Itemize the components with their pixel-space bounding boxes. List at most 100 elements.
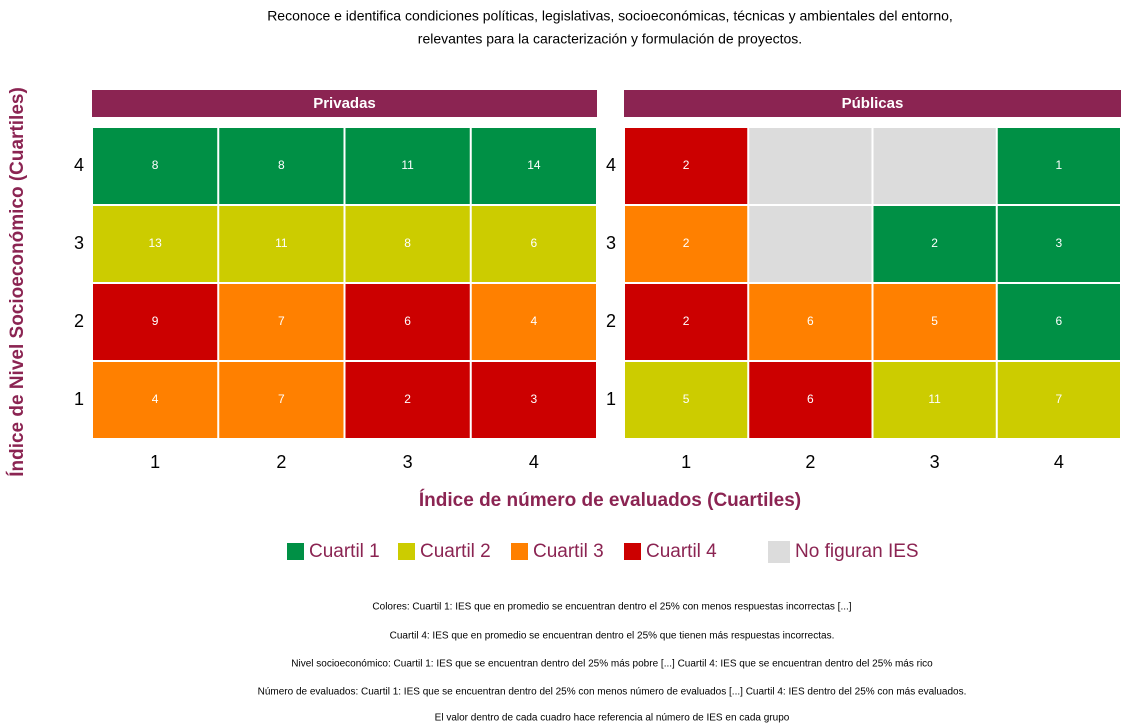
facet-label: Públicas: [842, 95, 904, 112]
y-tick-label: 4: [74, 155, 84, 175]
cell-label: 7: [1056, 392, 1063, 406]
y-tick-label: 1: [74, 389, 84, 409]
chart-title: relevantes para la caracterización y for…: [418, 31, 802, 47]
facet-strip: [92, 90, 597, 117]
cell: [625, 284, 748, 360]
y-tick-label: 3: [606, 233, 616, 253]
cell: [471, 128, 596, 204]
cell-label: 6: [807, 314, 814, 328]
x-tick-label: 4: [1054, 452, 1064, 472]
y-tick-label: 4: [606, 155, 616, 175]
cell: [625, 362, 748, 438]
cell: [219, 284, 344, 360]
cell-label: 3: [531, 392, 538, 406]
cell: [997, 362, 1120, 438]
y-tick-label: 2: [606, 311, 616, 331]
x-tick-label: 3: [403, 452, 413, 472]
cell-label: 11: [401, 158, 414, 172]
x-tick-label: 2: [276, 452, 286, 472]
cell-label: 2: [683, 158, 690, 172]
x-axis-label: Índice de número de evaluados (Cuartiles…: [419, 489, 801, 511]
cell: [219, 128, 344, 204]
x-tick-label: 1: [150, 452, 160, 472]
cell: [471, 284, 596, 360]
empty-cell: [873, 128, 996, 204]
cell-label: 2: [683, 314, 690, 328]
cell-label: 2: [931, 236, 938, 250]
footnote: Número de evaluados: Cuartil 1: IES que …: [258, 687, 967, 698]
cell: [93, 284, 218, 360]
cell-label: 13: [148, 236, 162, 250]
legend-label: No figuran IES: [795, 541, 919, 562]
chart-title: Reconoce e identifica condiciones políti…: [267, 8, 953, 24]
footnote: Nivel socioeconómico: Cuartil 1: IES que…: [291, 659, 933, 670]
cell: [345, 284, 470, 360]
footnote: Cuartil 4: IES que en promedio se encuen…: [390, 631, 835, 642]
x-tick-label: 2: [805, 452, 815, 472]
facet-strip: [624, 90, 1121, 117]
legend-swatch: [624, 543, 641, 560]
cell: [997, 284, 1120, 360]
legend-label: Cuartil 1: [309, 541, 380, 562]
legend-swatch: [768, 541, 790, 563]
cell: [471, 362, 596, 438]
x-tick-label: 1: [681, 452, 691, 472]
cell-label: 7: [278, 314, 285, 328]
cell: [873, 362, 996, 438]
cell-label: 5: [683, 392, 690, 406]
legend-label: Cuartil 3: [533, 541, 604, 562]
cell-label: 6: [807, 392, 814, 406]
cell: [345, 128, 470, 204]
cell: [749, 284, 872, 360]
cell: [625, 128, 748, 204]
y-axis-label: Índice de Nivel Socioeconómico (Cuartile…: [6, 87, 28, 477]
cell: [997, 206, 1120, 282]
cell: [471, 206, 596, 282]
cell-label: 6: [404, 314, 411, 328]
cell-label: 7: [278, 392, 285, 406]
cell-label: 8: [404, 236, 411, 250]
facet-label: Privadas: [313, 95, 376, 112]
empty-cell: [749, 128, 872, 204]
cell: [345, 362, 470, 438]
legend-label: Cuartil 4: [646, 541, 717, 562]
cell-label: 11: [928, 392, 941, 406]
y-tick-label: 1: [606, 389, 616, 409]
cell: [997, 128, 1120, 204]
y-tick-label: 2: [74, 311, 84, 331]
legend-label: Cuartil 2: [420, 541, 491, 562]
cell-label: 8: [152, 158, 159, 172]
cell: [93, 206, 218, 282]
cell: [219, 362, 344, 438]
cell-label: 6: [531, 236, 538, 250]
cell-label: 8: [278, 158, 285, 172]
cell-label: 4: [152, 392, 159, 406]
cell: [93, 128, 218, 204]
y-tick-label: 3: [74, 233, 84, 253]
cell: [345, 206, 470, 282]
cell: [219, 206, 344, 282]
cell-label: 5: [931, 314, 938, 328]
cell-label: 11: [275, 236, 288, 250]
cell: [93, 362, 218, 438]
cell-label: 1: [1056, 158, 1063, 172]
cell-label: 9: [152, 314, 159, 328]
cell-label: 3: [1056, 236, 1063, 250]
cell-label: 2: [683, 236, 690, 250]
legend-swatch: [287, 543, 304, 560]
cell: [625, 206, 748, 282]
cell: [749, 362, 872, 438]
cell-label: 4: [531, 314, 538, 328]
legend-swatch: [398, 543, 415, 560]
cell: [873, 206, 996, 282]
cell-label: 14: [527, 158, 541, 172]
x-tick-label: 4: [529, 452, 539, 472]
legend-swatch: [511, 543, 528, 560]
cell-label: 2: [404, 392, 411, 406]
cell: [873, 284, 996, 360]
footnote: El valor dentro de cada cuadro hace refe…: [435, 713, 790, 724]
x-tick-label: 3: [930, 452, 940, 472]
empty-cell: [749, 206, 872, 282]
cell-label: 6: [1056, 314, 1063, 328]
